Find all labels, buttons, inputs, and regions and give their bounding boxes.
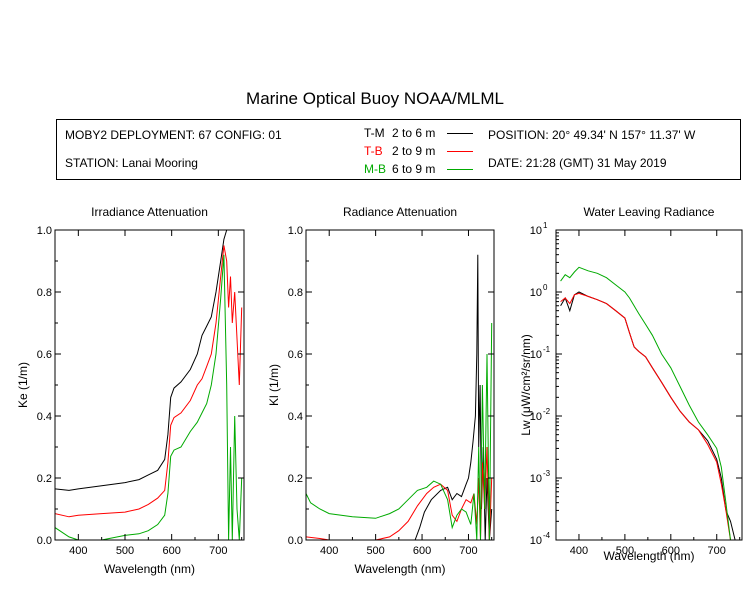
- plot-frame: [555, 229, 743, 541]
- page-title: Marine Optical Buoy NOAA/MLML: [246, 89, 504, 108]
- y-tick-label: 10: [530, 225, 542, 237]
- y-tick-label: 0.4: [37, 411, 52, 423]
- y-tick-label: 0.0: [37, 535, 52, 547]
- chart-1: Irradiance Attenuation Wavelength (nm) Ke …: [16, 205, 245, 576]
- y-tick-label: 0.4: [288, 411, 303, 423]
- series-t-m-line: [560, 291, 736, 540]
- legend-code-tb: T-B: [364, 144, 383, 158]
- plot-frame: [54, 229, 245, 541]
- y-tick-label: 1.0: [37, 225, 52, 237]
- x-tick-label: 600: [662, 545, 680, 557]
- y-tick-label: 10: [530, 535, 542, 547]
- x-tick-label: 600: [162, 545, 180, 557]
- y-tick-label: 0.6: [288, 349, 303, 361]
- y-tick-label: 10: [530, 349, 542, 361]
- series-m-b-line: [560, 266, 731, 540]
- chart-2: Radiance Attenuation Wavelength (nm) Kl (1…: [267, 205, 495, 576]
- y-tick-label: 0.0: [288, 535, 303, 547]
- legend-line-mb: [447, 169, 473, 170]
- y-tick-label: 10: [530, 473, 542, 485]
- chart-title: Water Leaving Radiance: [584, 205, 715, 219]
- x-tick-label: 400: [69, 545, 87, 557]
- x-tick-label: 700: [708, 545, 726, 557]
- y-tick-exponent: -4: [543, 531, 551, 540]
- series-t-b-line: [560, 292, 731, 540]
- y-tick-exponent: -2: [543, 407, 551, 416]
- deployment-label: MOBY2 DEPLOYMENT: 67 CONFIG: 01: [65, 128, 282, 142]
- x-tick-label: 400: [320, 545, 338, 557]
- x-tick-label: 500: [116, 545, 134, 557]
- y-tick-label: 10: [530, 287, 542, 299]
- y-axis-label: Lw (μW/cm²/sr/nm): [519, 334, 533, 436]
- y-tick-label: 0.6: [37, 349, 52, 361]
- y-axis-label: Kl (1/m): [267, 364, 281, 406]
- y-axis-label: Ke (1/m): [16, 362, 30, 408]
- series-m-b-line: [306, 322, 493, 540]
- x-tick-label: 700: [459, 545, 477, 557]
- x-axis-label: Wavelength (nm): [355, 562, 446, 576]
- x-tick-label: 400: [570, 545, 588, 557]
- x-tick-label: 600: [413, 545, 431, 557]
- info-box: MOBY2 DEPLOYMENT: 67 CONFIG: 01 STATION:…: [56, 119, 741, 180]
- plot-frame: [305, 229, 495, 541]
- legend-line-tb: [447, 151, 473, 152]
- legend-code-tm: T-M: [364, 126, 385, 140]
- x-axis-label: Wavelength (nm): [604, 549, 695, 563]
- y-tick-label: 1.0: [288, 225, 303, 237]
- chart-title: Radiance Attenuation: [343, 205, 457, 219]
- legend-line-tm: [447, 133, 473, 134]
- position-label: POSITION: 20° 49.34' N 157° 11.37' W: [488, 128, 696, 142]
- x-tick-label: 500: [616, 545, 634, 557]
- legend-range-tm: 2 to 6 m: [392, 126, 436, 140]
- y-tick-label: 0.8: [288, 287, 303, 299]
- chart-3: Water Leaving Radiance Wavelength (nm) Lw …: [519, 205, 743, 563]
- y-tick-label: 10: [530, 411, 542, 423]
- y-tick-label: 0.2: [288, 473, 303, 485]
- y-tick-exponent: -1: [543, 345, 551, 354]
- series-t-m-line: [55, 230, 242, 491]
- legend-range-tb: 2 to 9 m: [392, 144, 436, 158]
- y-tick-exponent: 1: [543, 221, 548, 230]
- y-tick-label: 0.8: [37, 287, 52, 299]
- legend-range-mb: 6 to 9 m: [392, 162, 436, 176]
- station-label: STATION: Lanai Mooring: [65, 156, 198, 170]
- y-tick-exponent: 0: [543, 283, 548, 292]
- x-tick-label: 500: [366, 545, 384, 557]
- series-t-b-line: [306, 446, 493, 540]
- chart-title: Irradiance Attenuation: [91, 205, 208, 219]
- series-t-m-line: [414, 254, 493, 540]
- series-t-b-line: [55, 245, 243, 518]
- x-tick-label: 700: [209, 545, 227, 557]
- x-axis-label: Wavelength (nm): [104, 562, 195, 576]
- y-tick-label: 0.2: [37, 473, 52, 485]
- y-tick-exponent: -3: [543, 469, 551, 478]
- legend-code-mb: M-B: [364, 162, 386, 176]
- series-m-b-line: [55, 254, 243, 540]
- date-label: DATE: 21:28 (GMT) 31 May 2019: [488, 156, 667, 170]
